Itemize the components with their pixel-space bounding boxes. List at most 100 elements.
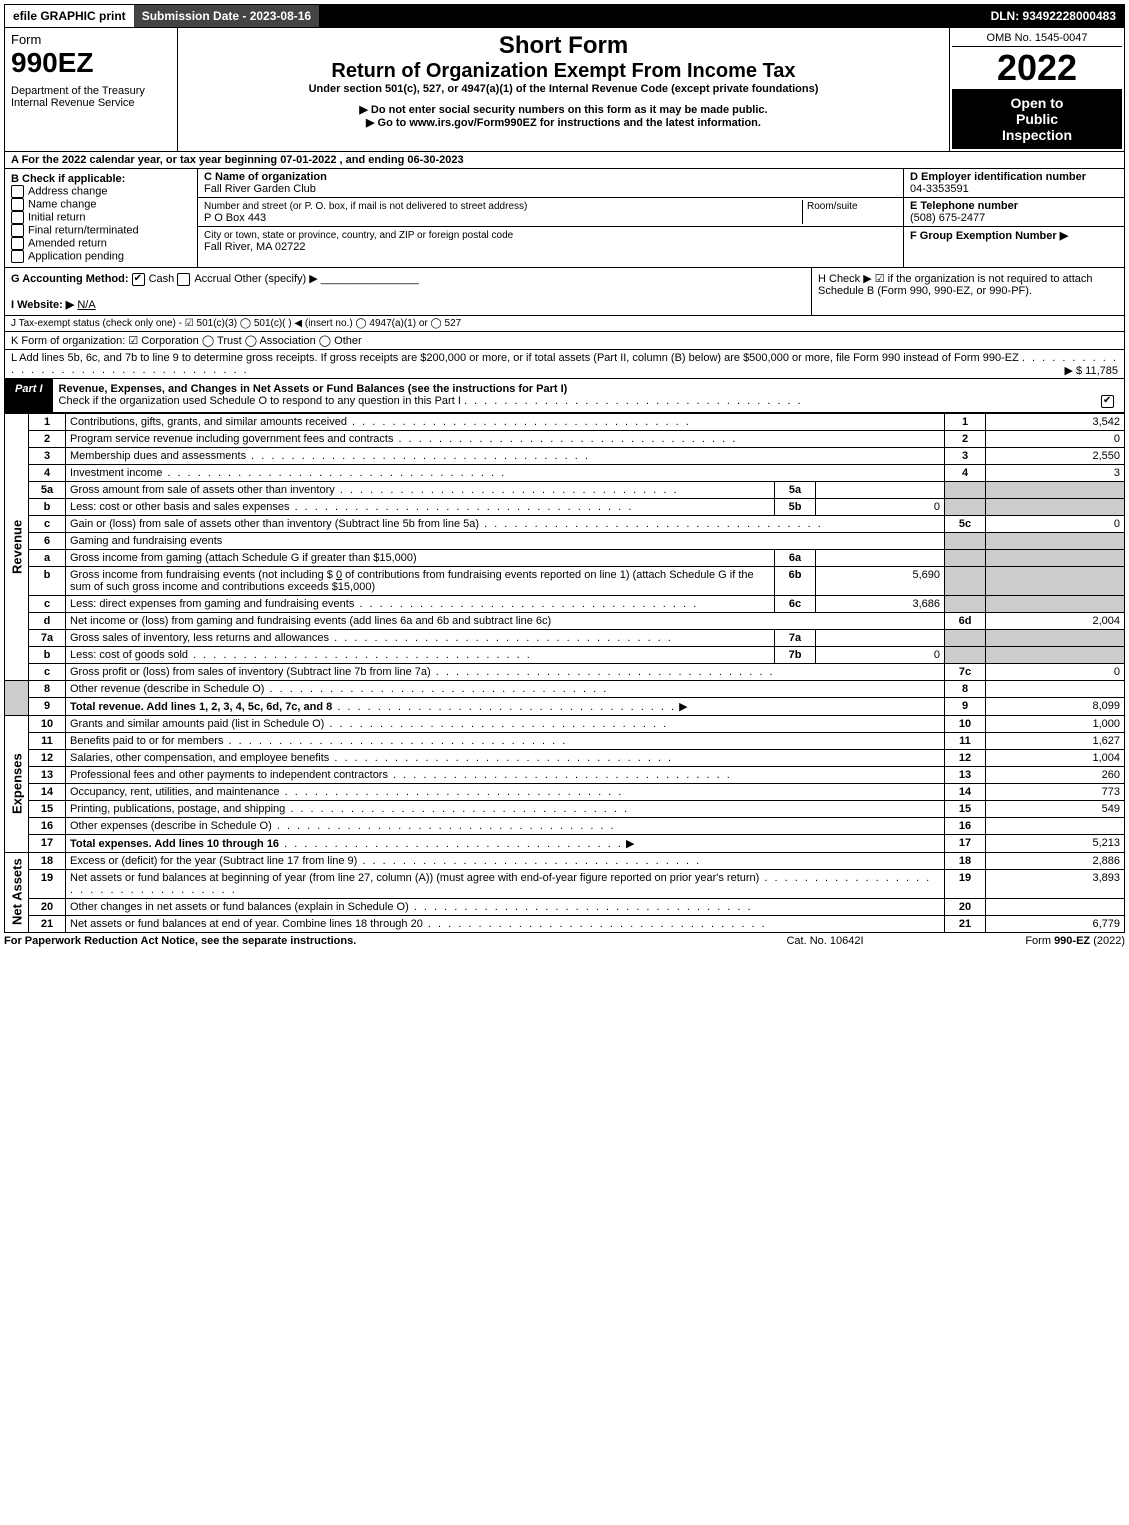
form-word: Form <box>11 32 171 47</box>
dots-icon <box>162 467 506 479</box>
checkbox-cash[interactable] <box>132 273 145 286</box>
line-numcol: 1 <box>945 413 986 430</box>
section-h: H Check ▶ ☑ if the organization is not r… <box>811 268 1124 315</box>
line-numcol: 5c <box>945 515 986 532</box>
table-row: 3 Membership dues and assessments 3 2,55… <box>5 447 1125 464</box>
goto-text: ▶ Go to www.irs.gov/Form990EZ for instru… <box>366 117 761 129</box>
return-title: Return of Organization Exempt From Incom… <box>184 60 943 83</box>
table-row: 5a Gross amount from sale of assets othe… <box>5 481 1125 498</box>
line-desc: Net assets or fund balances at end of ye… <box>70 918 423 930</box>
checkbox-schedule-o[interactable] <box>1101 395 1114 408</box>
line-numcol: 20 <box>945 898 986 915</box>
line-desc: Salaries, other compensation, and employ… <box>70 752 329 764</box>
grey-cell <box>5 680 29 715</box>
table-row: c Less: direct expenses from gaming and … <box>5 595 1125 612</box>
line-num: 21 <box>29 915 66 932</box>
footer-right-pre: Form <box>1025 935 1054 947</box>
sub-line-value <box>816 481 945 498</box>
line-numcol: 13 <box>945 766 986 783</box>
table-row: 21 Net assets or fund balances at end of… <box>5 915 1125 932</box>
grey-cell <box>945 481 986 498</box>
dots-icon <box>280 786 624 798</box>
sub-line-num: 6c <box>775 595 816 612</box>
line-value: 773 <box>986 783 1125 800</box>
line-num: 5a <box>29 481 66 498</box>
line-desc: Net income or (loss) from gaming and fun… <box>70 615 551 627</box>
line-num: 13 <box>29 766 66 783</box>
org-name-row: C Name of organization Fall River Garden… <box>198 169 903 198</box>
line-numcol: 4 <box>945 464 986 481</box>
grey-cell <box>986 549 1125 566</box>
table-row: Expenses 10 Grants and similar amounts p… <box>5 715 1125 732</box>
checkbox-initial-return[interactable] <box>11 211 24 224</box>
dots-icon <box>409 901 753 913</box>
checkbox-amended-return[interactable] <box>11 237 24 250</box>
section-k: K Form of organization: ☑ Corporation ◯ … <box>4 332 1125 350</box>
part1-label: Part I <box>5 379 53 412</box>
table-row: 2 Program service revenue including gove… <box>5 430 1125 447</box>
dots-icon <box>324 718 668 730</box>
section-l-value: ▶ $ 11,785 <box>1064 364 1118 377</box>
dln-label: DLN: 93492228000483 <box>983 5 1124 27</box>
checkbox-accrual[interactable] <box>177 273 190 286</box>
dots-icon <box>393 433 737 445</box>
line-numcol: 11 <box>945 732 986 749</box>
dots-icon <box>329 632 673 644</box>
org-name-value: Fall River Garden Club <box>204 183 316 195</box>
line-num: d <box>29 612 66 629</box>
line-num: 12 <box>29 749 66 766</box>
sub-line-value: 5,690 <box>816 566 945 595</box>
part1-title: Revenue, Expenses, and Changes in Net As… <box>59 383 568 395</box>
short-form-title: Short Form <box>184 32 943 60</box>
form-header: Form 990EZ Department of the Treasury In… <box>4 28 1125 152</box>
line-value: 1,004 <box>986 749 1125 766</box>
column-d: D Employer identification number 04-3353… <box>903 169 1124 267</box>
line-num: 3 <box>29 447 66 464</box>
table-row: d Net income or (loss) from gaming and f… <box>5 612 1125 629</box>
line-desc: Gross income from gaming (attach Schedul… <box>70 552 417 564</box>
checkbox-final-return[interactable] <box>11 224 24 237</box>
sub-line-num: 6a <box>775 549 816 566</box>
line-desc: Printing, publications, postage, and shi… <box>70 803 285 815</box>
grey-cell <box>945 566 986 595</box>
line-desc: Program service revenue including govern… <box>70 433 393 445</box>
sub-line-value <box>816 629 945 646</box>
checkbox-application-pending[interactable] <box>11 250 24 263</box>
line-desc: Other changes in net assets or fund bala… <box>70 901 409 913</box>
line-value: 2,550 <box>986 447 1125 464</box>
b-item-0: Address change <box>28 185 108 197</box>
table-row: 11 Benefits paid to or for members 11 1,… <box>5 732 1125 749</box>
line-value: 8,099 <box>986 697 1125 715</box>
grey-cell <box>945 595 986 612</box>
table-row: 15 Printing, publications, postage, and … <box>5 800 1125 817</box>
irs-label: Internal Revenue Service <box>11 97 171 109</box>
line-num: 19 <box>29 869 66 898</box>
line-numcol: 18 <box>945 852 986 869</box>
table-row: 9 Total revenue. Add lines 1, 2, 3, 4, 5… <box>5 697 1125 715</box>
efile-print-label[interactable]: efile GRAPHIC print <box>5 5 134 27</box>
dots-icon <box>335 484 679 496</box>
footer-right-bold: 990-EZ <box>1054 935 1090 947</box>
line-value: 6,779 <box>986 915 1125 932</box>
sub-line-num: 7b <box>775 646 816 663</box>
checkbox-name-change[interactable] <box>11 198 24 211</box>
telephone-label: E Telephone number <box>910 200 1018 212</box>
table-row: 19 Net assets or fund balances at beginn… <box>5 869 1125 898</box>
line-desc: Net assets or fund balances at beginning… <box>70 872 759 884</box>
sub-line-value: 0 <box>816 646 945 663</box>
table-row: 20 Other changes in net assets or fund b… <box>5 898 1125 915</box>
line-value: 1,627 <box>986 732 1125 749</box>
checkbox-address-change[interactable] <box>11 185 24 198</box>
line-num: 2 <box>29 430 66 447</box>
column-c: C Name of organization Fall River Garden… <box>198 169 903 267</box>
table-row: Revenue 1 Contributions, gifts, grants, … <box>5 413 1125 430</box>
line-value: 2,004 <box>986 612 1125 629</box>
line-numcol: 17 <box>945 834 986 852</box>
line-desc: Other revenue (describe in Schedule O) <box>70 683 264 695</box>
grey-cell <box>986 532 1125 549</box>
section-l-text: L Add lines 5b, 6c, and 7b to line 9 to … <box>11 352 1019 364</box>
line-num: c <box>29 595 66 612</box>
line-num: 8 <box>29 680 66 697</box>
dots-icon <box>479 518 823 530</box>
line-num: 1 <box>29 413 66 430</box>
